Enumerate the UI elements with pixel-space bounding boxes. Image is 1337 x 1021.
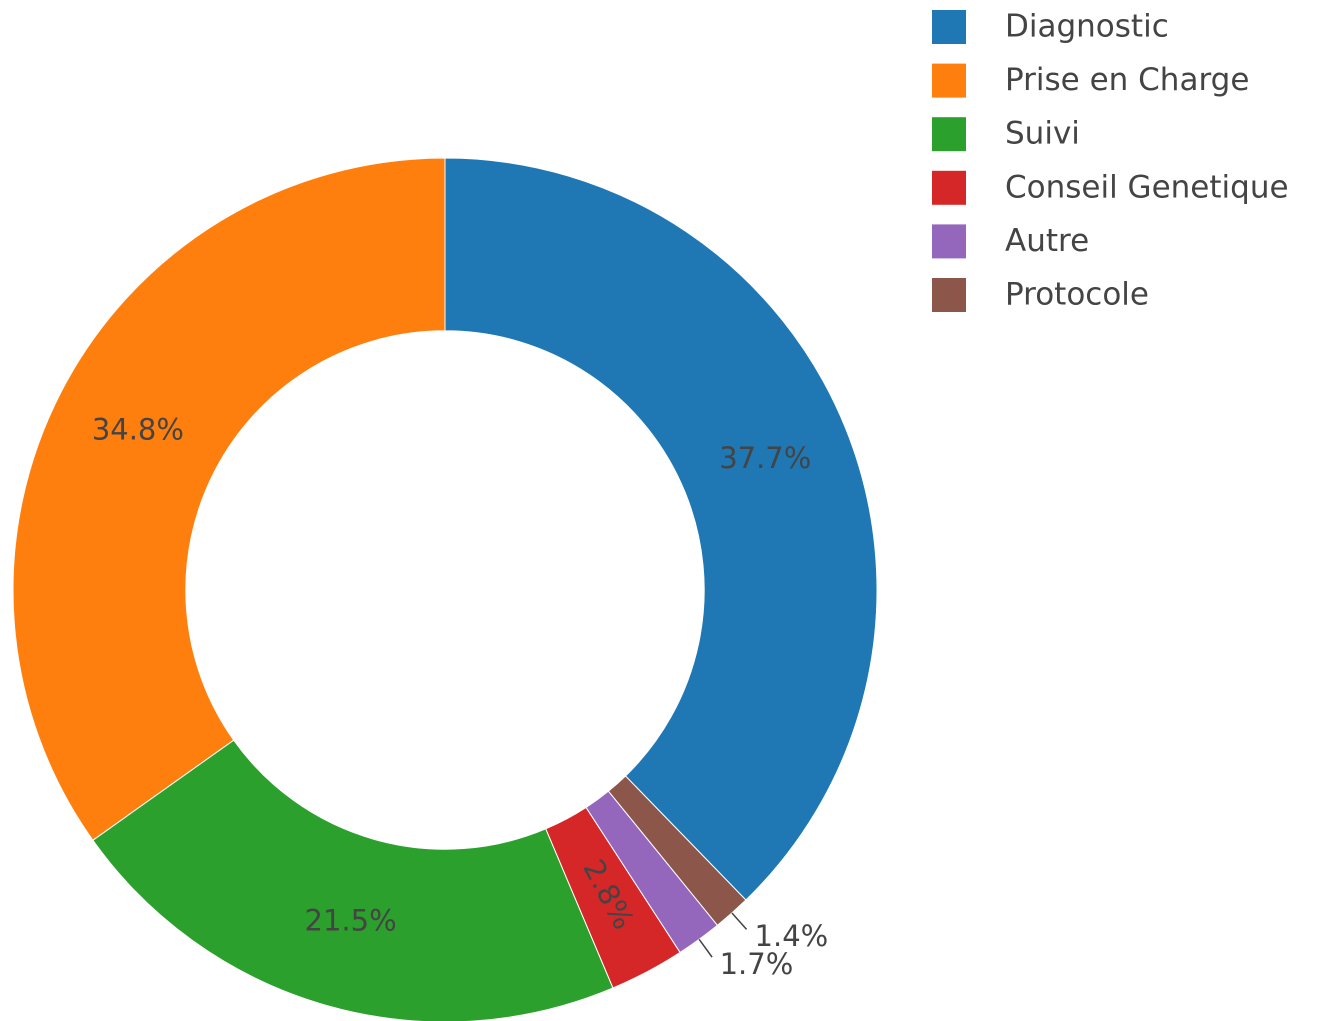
slice [607,775,747,926]
legend-swatch [932,10,966,44]
leader-line [731,912,748,930]
donut [12,157,878,1021]
legend-label: Protocole [1005,277,1149,313]
legend-label: Conseil Genetique [1005,169,1289,205]
slice [12,157,446,841]
leader-line [698,938,713,958]
legend-swatch [932,278,966,312]
legend-swatch [932,117,966,152]
legend-label: Suivi [1005,116,1080,152]
legend-label: Prise en Charge [1005,62,1249,98]
slice-label: 34.8% [92,413,184,447]
slice-label: 1.7% [720,947,794,981]
legend-swatch [932,63,966,98]
slice-label: 21.5% [305,903,397,937]
legend-label: Diagnostic [1005,9,1169,45]
legend: Diagnostic Prise en Charge Suivi Conseil Ge… [932,9,1289,313]
slice [444,157,878,901]
slice-label: 1.4% [755,919,829,953]
slice [545,806,681,989]
slice-label: 37.7% [719,441,811,475]
legend-label: Autre [1005,223,1089,259]
legend-swatch [932,170,966,205]
slice [585,790,719,954]
slice [92,739,614,1021]
legend-swatch [932,224,966,259]
